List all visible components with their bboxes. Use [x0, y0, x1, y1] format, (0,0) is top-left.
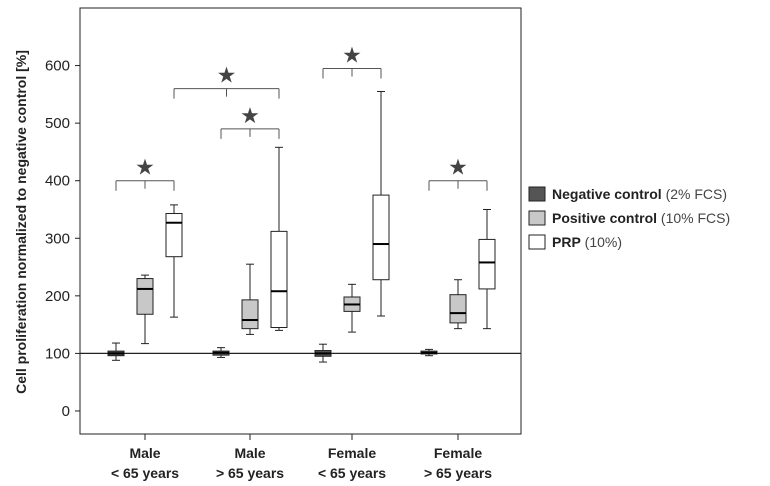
y-tick-label: 500: [45, 115, 70, 132]
box-iqr: [241, 299, 259, 330]
x-axis-category-labels: Male < 65 years Male > 65 years Female < 65 y…: [111, 434, 492, 481]
legend-item-pos: Positive control (10% FCS): [528, 210, 730, 226]
legend-label-rest: (10% FCS): [657, 210, 730, 226]
legend-swatch: [528, 210, 546, 226]
box-plot-prp-group-1: [165, 204, 183, 318]
legend-item-neg: Negative control (2% FCS): [528, 186, 727, 202]
box-plot-neg-group-3: [314, 343, 332, 363]
y-tick-label: 300: [45, 230, 70, 247]
box-plot-pos-group-3: [343, 283, 361, 333]
x-category-label-line2: > 65 years: [424, 465, 492, 481]
box-group-container: [107, 90, 496, 363]
significance-star: ★: [135, 156, 155, 181]
significance-bracket: ★: [115, 156, 175, 191]
box-plot-pos-group-4: [449, 279, 467, 330]
box-iqr: [270, 230, 288, 329]
significance-star: ★: [217, 64, 237, 89]
significance-bracket: ★: [220, 104, 280, 139]
y-tick-label: 600: [45, 58, 70, 75]
box-plot-neg-group-2: [212, 347, 230, 358]
plot-area: [79, 7, 522, 435]
x-category-label-line1: Male: [129, 445, 160, 461]
legend-label-bold: PRP: [552, 234, 581, 250]
box-iqr: [478, 238, 496, 290]
x-category-label-line2: < 65 years: [111, 465, 179, 481]
x-category-label-line2: < 65 years: [318, 465, 386, 481]
x-category-label-line2: > 65 years: [216, 465, 284, 481]
box-plot-prp-group-4: [478, 208, 496, 330]
legend-label: PRP (10%): [552, 234, 622, 250]
y-axis-label: Cell proliferation normalized to negativ…: [13, 50, 29, 394]
legend-label: Negative control (2% FCS): [552, 186, 727, 202]
box-iqr: [449, 294, 467, 324]
significance-bracket: ★: [428, 156, 488, 191]
box-plot-pos-group-2: [241, 263, 259, 335]
y-tick-label: 200: [45, 288, 70, 305]
legend: Negative control (2% FCS) Positive contro…: [528, 186, 730, 250]
box-iqr: [372, 194, 390, 281]
y-tick-label: 400: [45, 173, 70, 190]
x-category-label-line1: Female: [434, 445, 482, 461]
significance-bracket: ★: [322, 43, 382, 79]
significance-star: ★: [342, 43, 362, 68]
box-iqr: [136, 278, 154, 315]
box-plot-neg-group-4: [420, 348, 438, 357]
box-plot-prp-group-2: [270, 146, 288, 331]
legend-swatch: [528, 234, 546, 250]
y-axis: 0 100 200 300 400 500 600: [45, 58, 80, 420]
significance-star: ★: [448, 156, 468, 181]
box-plot-pos-group-1: [136, 274, 154, 345]
box-plot-prp-group-3: [372, 90, 390, 317]
legend-label-rest: (2% FCS): [662, 186, 727, 202]
significance-annotations: ★★★★★: [115, 43, 488, 191]
legend-label-rest: (10%): [581, 234, 622, 250]
y-tick-label: 100: [45, 345, 70, 362]
legend-label-bold: Positive control: [552, 210, 657, 226]
legend-label: Positive control (10% FCS): [552, 210, 730, 226]
significance-bracket: ★: [173, 64, 280, 99]
legend-swatch: [528, 186, 546, 202]
legend-label-bold: Negative control: [552, 186, 662, 202]
y-tick-label: 0: [62, 403, 70, 420]
box-iqr: [165, 213, 183, 258]
box-plot-neg-group-1: [107, 342, 125, 361]
significance-star: ★: [240, 104, 260, 129]
x-category-label-line1: Male: [234, 445, 265, 461]
legend-item-prp: PRP (10%): [528, 234, 622, 250]
x-category-label-line1: Female: [328, 445, 376, 461]
